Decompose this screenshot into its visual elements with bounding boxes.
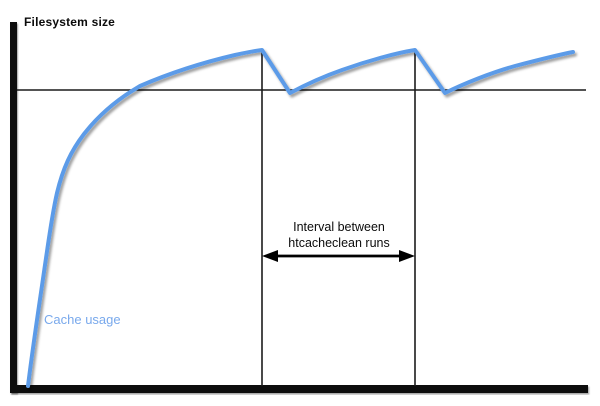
interval-label-line1: Interval between (293, 220, 385, 234)
interval-label: Interval between htcacheclean runs (258, 219, 420, 251)
filesystem-size-label: Filesystem size (24, 15, 116, 29)
interval-label-line2: htcacheclean runs (288, 236, 390, 250)
y-axis-bar (10, 22, 17, 393)
cache-usage-curve (26, 48, 575, 388)
x-axis-bar (10, 385, 588, 393)
interval-arrow (262, 250, 415, 262)
arrowhead-left-icon (262, 250, 278, 262)
cache-usage-label: Cache usage (44, 312, 121, 327)
arrowhead-right-icon (399, 250, 415, 262)
